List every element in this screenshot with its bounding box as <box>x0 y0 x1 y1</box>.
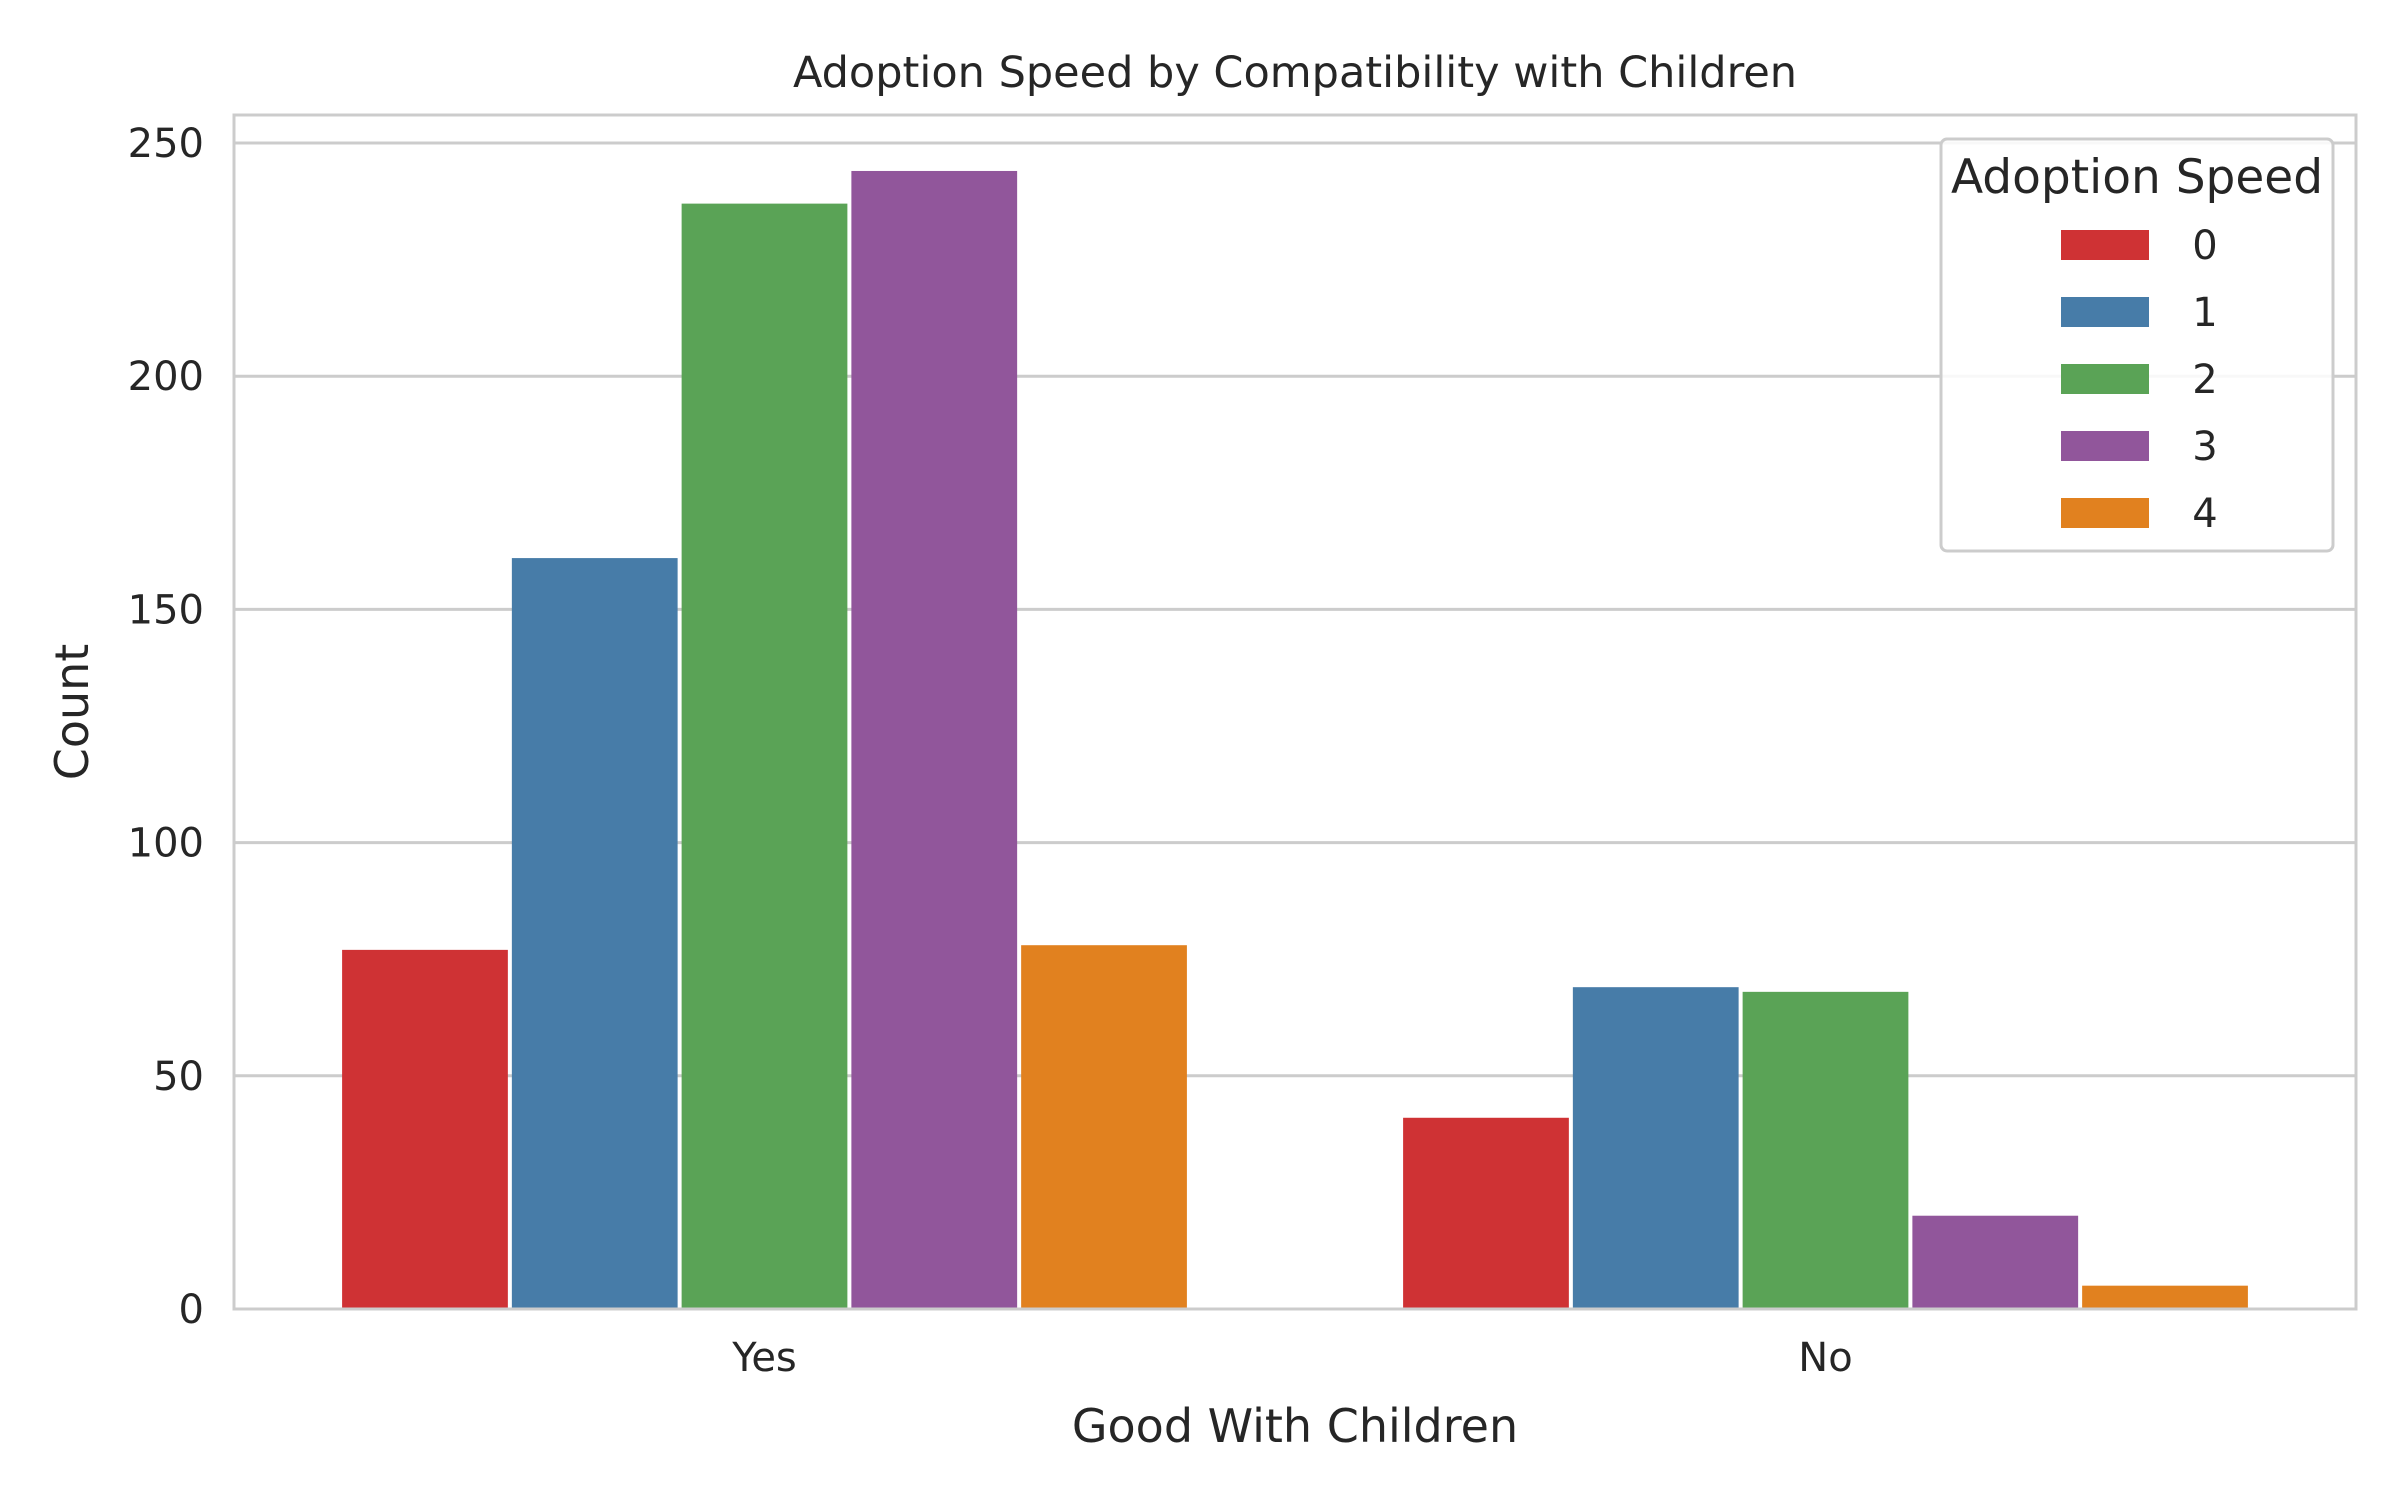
legend-label: 3 <box>2192 424 2217 470</box>
legend: Adoption Speed 0 1 2 3 4 <box>1939 137 2335 553</box>
bar-no-speed-1 <box>1572 987 1739 1309</box>
bar-yes-speed-1 <box>511 558 678 1309</box>
bar-no-speed-2 <box>1742 991 1909 1309</box>
bar-yes-speed-4 <box>1021 945 1187 1309</box>
x-axis-label: Good With Children <box>1072 1399 1518 1453</box>
legend-swatch-3 <box>2061 431 2149 461</box>
legend-swatch-4 <box>2061 498 2149 528</box>
tick-labels: 0 50 100 150 200 250 Yes No <box>128 121 1853 1381</box>
legend-label: 4 <box>2192 491 2217 537</box>
bar-no-speed-4 <box>2082 1285 2248 1309</box>
y-tick-label: 250 <box>128 121 204 167</box>
y-tick-label: 150 <box>128 587 204 633</box>
bar-no-speed-3 <box>1912 1215 2079 1309</box>
bar-no-speed-0 <box>1403 1117 1569 1309</box>
x-tick-label: Yes <box>731 1335 797 1381</box>
y-tick-label: 200 <box>128 354 204 400</box>
y-tick-label: 0 <box>179 1287 204 1333</box>
chart-title: Adoption Speed by Compatibility with Chi… <box>793 48 1797 98</box>
y-axis-label: Count <box>45 644 99 781</box>
legend-label: 2 <box>2192 357 2217 403</box>
legend-label: 1 <box>2192 290 2217 336</box>
legend-swatch-1 <box>2061 297 2149 327</box>
bar-yes-speed-2 <box>681 203 848 1309</box>
legend-swatch-2 <box>2061 364 2149 394</box>
plot-frame <box>232 113 2358 1311</box>
x-tick-label: No <box>1798 1335 1852 1381</box>
legend-label: 0 <box>2192 223 2217 269</box>
legend-swatch-0 <box>2061 230 2149 260</box>
y-tick-label: 50 <box>153 1054 204 1100</box>
bars <box>342 170 2248 1309</box>
y-tick-label: 100 <box>128 821 204 867</box>
bar-yes-speed-3 <box>851 170 1018 1309</box>
legend-title: Adoption Speed <box>1951 150 2323 205</box>
bar-yes-speed-0 <box>342 949 508 1309</box>
legend-box <box>1939 137 2335 553</box>
